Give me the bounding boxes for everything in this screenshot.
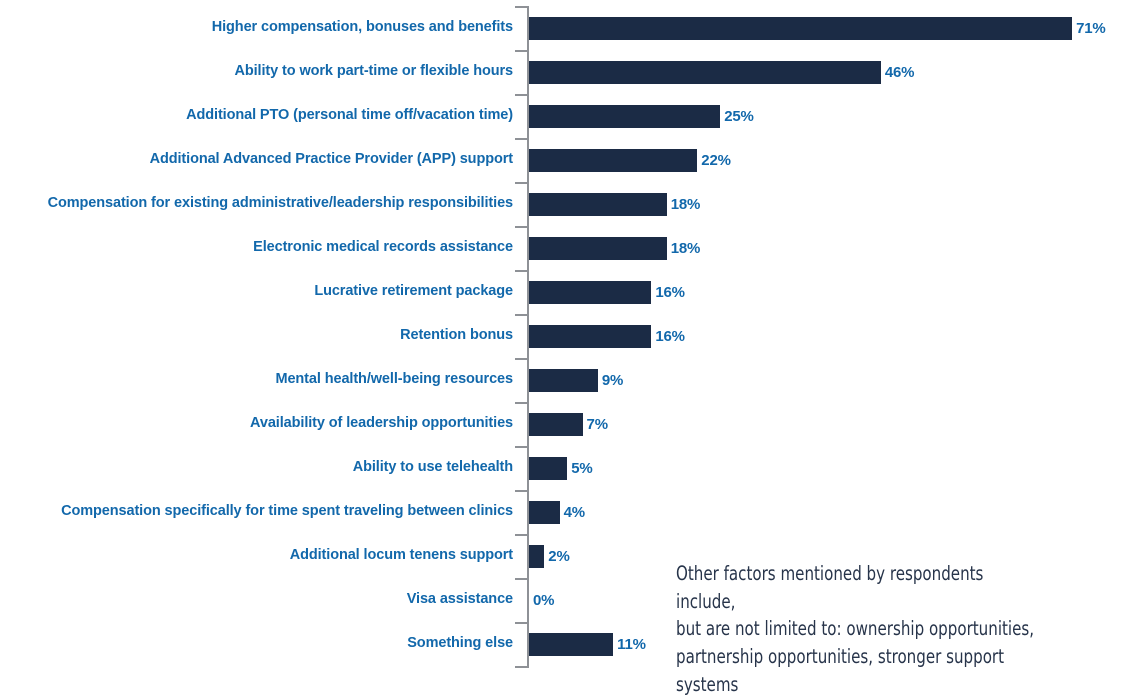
category-label: Availability of leadership opportunities	[250, 415, 513, 432]
bar-value-label: 16%	[655, 283, 685, 301]
axis-tick	[515, 182, 527, 184]
category-label: Lucrative retirement package	[314, 283, 513, 300]
axis-tick	[515, 138, 527, 140]
axis-tick	[515, 446, 527, 448]
bar-value-label: 7%	[586, 415, 608, 433]
bar-value-label: 5%	[571, 459, 593, 477]
category-label: Ability to use telehealth	[352, 459, 513, 476]
bar-track: 9%	[529, 358, 623, 402]
bar-track: 22%	[529, 138, 731, 182]
bar	[529, 412, 583, 436]
bar-value-label: 4%	[563, 503, 585, 521]
bar-value-label: 9%	[601, 371, 624, 389]
bar-value-label: 18%	[670, 195, 701, 213]
bar	[529, 368, 598, 392]
chart-row: Higher compensation, bonuses and benefit…	[0, 6, 1136, 50]
bar-value-label: 25%	[724, 107, 754, 125]
category-label: Retention bonus	[400, 327, 513, 344]
bar-value-label: 71%	[1076, 19, 1106, 37]
bar	[529, 236, 667, 260]
axis-tick	[515, 534, 527, 536]
bar-track: 25%	[529, 94, 754, 138]
chart-row: Visa assistance 0%	[0, 578, 1136, 622]
category-label: Something else	[407, 635, 513, 652]
axis-tick	[515, 6, 527, 8]
bar-track: 16%	[529, 314, 685, 358]
bar	[529, 632, 614, 656]
bar-track: 4%	[529, 490, 585, 534]
bar-track: 71%	[529, 6, 1106, 50]
bar-value-label: 11%	[617, 635, 646, 653]
axis-tick	[515, 314, 527, 316]
axis-tick	[515, 94, 527, 96]
category-label: Mental health/well-being resources	[275, 371, 513, 388]
bar-track: 46%	[529, 50, 915, 94]
category-label: Higher compensation, bonuses and benefit…	[211, 19, 513, 36]
chart-row: Something else 11%	[0, 622, 1136, 666]
chart-row: Mental health/well-being resources 9%	[0, 358, 1136, 402]
chart-row: Availability of leadership opportunities…	[0, 402, 1136, 446]
chart-row: Additional locum tenens support 2%	[0, 534, 1136, 578]
chart-row: Ability to use telehealth 5%	[0, 446, 1136, 490]
category-label: Additional Advanced Practice Provider (A…	[149, 151, 513, 168]
bar	[529, 104, 721, 128]
bar-value-label: 46%	[884, 63, 915, 81]
category-label: Additional locum tenens support	[289, 547, 513, 564]
category-axis-line	[527, 6, 529, 668]
bar-value-label: 2%	[548, 547, 570, 565]
bar	[529, 500, 560, 524]
bar-value-label: 0%	[533, 591, 555, 609]
axis-tick	[515, 578, 527, 580]
bar-track: 16%	[529, 270, 685, 314]
bar-track: 18%	[529, 182, 700, 226]
chart-row: Retention bonus 16%	[0, 314, 1136, 358]
chart-row: Compensation for existing administrative…	[0, 182, 1136, 226]
bar	[529, 60, 881, 84]
category-label: Compensation for existing administrative…	[47, 195, 513, 212]
chart-row: Additional Advanced Practice Provider (A…	[0, 138, 1136, 182]
bar-track: 11%	[529, 622, 646, 666]
bar-track: 0%	[529, 578, 554, 622]
category-label: Electronic medical records assistance	[253, 239, 513, 256]
bar	[529, 324, 652, 348]
bar	[529, 148, 698, 172]
bar	[529, 456, 568, 480]
category-label: Ability to work part-time or flexible ho…	[234, 63, 514, 80]
bar-track: 5%	[529, 446, 593, 490]
other-factors-annotation: Other factors mentioned by respondents i…	[676, 562, 1035, 696]
bar-value-label: 22%	[701, 151, 731, 169]
chart-row: Lucrative retirement package 16%	[0, 270, 1136, 314]
chart-row: Ability to work part-time or flexible ho…	[0, 50, 1136, 94]
bar	[529, 16, 1073, 40]
axis-tick	[515, 490, 527, 492]
category-label: Compensation specifically for time spent…	[61, 503, 513, 520]
axis-tick	[515, 226, 527, 228]
chart-rows: Higher compensation, bonuses and benefit…	[0, 6, 1136, 668]
axis-tick	[515, 50, 527, 52]
chart-row: Electronic medical records assistance 18%	[0, 226, 1136, 270]
horizontal-bar-chart: Higher compensation, bonuses and benefit…	[0, 6, 1136, 696]
bar-value-label: 18%	[670, 239, 701, 257]
bar	[529, 544, 545, 568]
bar-track: 2%	[529, 534, 570, 578]
bar	[529, 280, 652, 304]
axis-tick	[515, 358, 527, 360]
bar	[529, 192, 667, 216]
axis-tick	[515, 270, 527, 272]
axis-tick	[515, 402, 527, 404]
axis-tick	[515, 666, 527, 668]
category-label: Additional PTO (personal time off/vacati…	[186, 107, 513, 124]
bar-track: 18%	[529, 226, 700, 270]
chart-row: Additional PTO (personal time off/vacati…	[0, 94, 1136, 138]
bar-track: 7%	[529, 402, 608, 446]
category-label: Visa assistance	[406, 591, 513, 608]
axis-tick	[515, 622, 527, 624]
chart-row: Compensation specifically for time spent…	[0, 490, 1136, 534]
bar-value-label: 16%	[655, 327, 685, 345]
